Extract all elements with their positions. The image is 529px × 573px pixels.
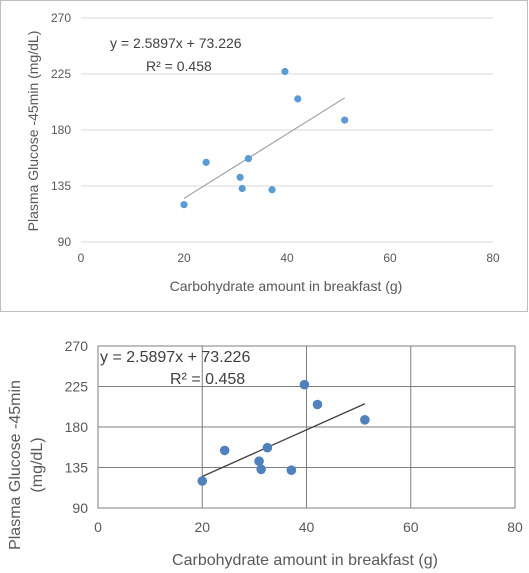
data-point bbox=[299, 379, 310, 390]
y-axis-label-2-line-1: Plasma Glucose -45min bbox=[7, 380, 24, 550]
x-axis-label-2: Carbohydrate amount in breakfast (g) bbox=[172, 552, 438, 569]
chart-bottom-svg: 90 135 180 225 270 0 20 40 60 80 y = 2.5897x + 73… bbox=[0, 325, 529, 573]
data-point bbox=[268, 186, 276, 194]
y-tick-label: 135 bbox=[65, 459, 89, 475]
x-tick-label: 40 bbox=[280, 251, 294, 265]
x-tick-label: 60 bbox=[383, 251, 397, 265]
y-axis-label-2-line-2: (mg/dL) bbox=[29, 437, 46, 492]
trendline-r2: R² = 0.458 bbox=[146, 58, 212, 74]
trendline-equation: y = 2.5897x + 73.226 bbox=[110, 35, 242, 51]
y-tick-label: 135 bbox=[51, 179, 71, 193]
x-tick-label: 0 bbox=[94, 519, 102, 535]
x-tick-label: 20 bbox=[194, 519, 210, 535]
data-point bbox=[360, 415, 370, 425]
data-point bbox=[238, 184, 246, 193]
data-point bbox=[254, 456, 264, 466]
y-tick-label: 90 bbox=[58, 235, 72, 249]
data-point bbox=[244, 155, 252, 163]
y-tick-label: 180 bbox=[65, 419, 89, 435]
y-tick-label: 180 bbox=[51, 123, 71, 137]
trendline bbox=[201, 403, 366, 478]
x-tick-label: 80 bbox=[507, 519, 523, 535]
trendline-equation-2: y = 2.5897x + 73.226 bbox=[100, 349, 250, 366]
chart-top: 90 135 180 225 270 0 20 40 60 80 y = 2.5897x + 73… bbox=[0, 0, 528, 312]
x-tick-label: 20 bbox=[177, 251, 191, 265]
chart-top-frame bbox=[0, 0, 528, 312]
data-point bbox=[180, 201, 188, 209]
chart-bottom: 90 135 180 225 270 0 20 40 60 80 y = 2.5897x + 73… bbox=[0, 325, 529, 573]
x-axis-label: Carbohydrate amount in breakfast (g) bbox=[170, 278, 403, 294]
data-point bbox=[219, 445, 230, 456]
trendline-r2-2: R² = 0.458 bbox=[170, 371, 245, 388]
data-point bbox=[312, 399, 323, 410]
chart-top-svg: 90 135 180 225 270 0 20 40 60 80 y = 2.5897x + 73… bbox=[0, 0, 528, 312]
data-point bbox=[281, 67, 289, 76]
trendline bbox=[183, 97, 345, 199]
data-point bbox=[286, 465, 297, 475]
y-tick-label: 225 bbox=[51, 67, 71, 81]
y-axis-label: Plasma Glucose -45min (mg/dL) bbox=[25, 31, 41, 232]
plot-area-border bbox=[97, 345, 516, 509]
data-point bbox=[294, 95, 302, 103]
data-point bbox=[236, 173, 244, 181]
y-tick-label: 270 bbox=[65, 338, 89, 354]
x-tick-label: 40 bbox=[299, 519, 315, 535]
data-point bbox=[256, 464, 266, 475]
y-tick-label: 90 bbox=[72, 500, 88, 516]
x-tick-label: 60 bbox=[403, 519, 419, 535]
x-tick-label: 0 bbox=[78, 251, 85, 265]
y-tick-label: 270 bbox=[51, 11, 71, 25]
data-point bbox=[262, 442, 273, 453]
data-point bbox=[202, 158, 210, 166]
x-tick-label: 80 bbox=[486, 251, 500, 265]
data-point bbox=[341, 116, 349, 124]
data-point bbox=[197, 476, 208, 486]
y-tick-label: 225 bbox=[65, 378, 89, 394]
